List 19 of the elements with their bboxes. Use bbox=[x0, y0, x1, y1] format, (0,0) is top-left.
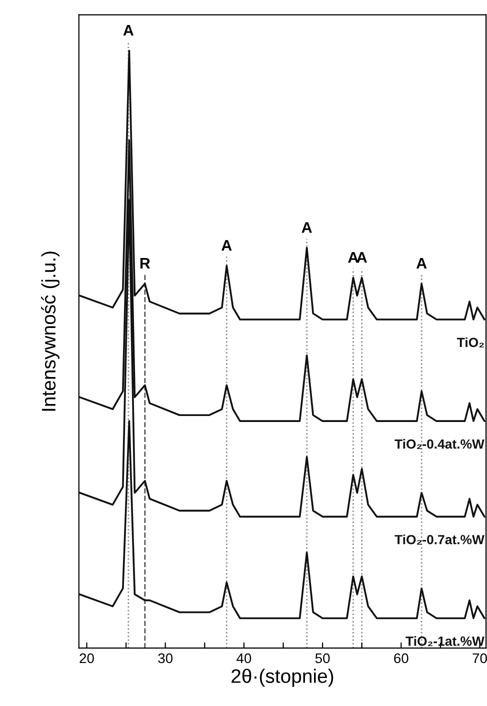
ref-line-label: A bbox=[222, 240, 232, 251]
ref-line-label: A bbox=[348, 252, 358, 263]
x-axis-title: 2θ·(stopnie) bbox=[232, 668, 334, 687]
ref-line-label: A bbox=[123, 25, 134, 36]
series-label: TiO₂-0.4at.%W bbox=[394, 439, 484, 449]
y-axis-title: Intensywność (j.u.) bbox=[41, 252, 60, 411]
x-tick-label: 40 bbox=[236, 653, 252, 664]
series-label: TiO₂-1at.%W bbox=[406, 636, 484, 646]
x-tick-label: 50 bbox=[315, 653, 330, 664]
ref-line-label: A bbox=[416, 258, 427, 269]
series-label: TiO₂ bbox=[456, 337, 484, 348]
x-tick-label: 60 bbox=[394, 653, 408, 664]
x-tick-label: 30 bbox=[158, 653, 173, 664]
series-label: TiO₂-0.7at.%W bbox=[394, 534, 484, 545]
ref-line-label: R bbox=[140, 258, 150, 269]
ref-line-label: A bbox=[302, 222, 312, 233]
ref-line-label: A bbox=[356, 252, 367, 263]
x-tick-label: 20 bbox=[80, 653, 94, 664]
x-tick-label: 70 bbox=[472, 653, 487, 664]
